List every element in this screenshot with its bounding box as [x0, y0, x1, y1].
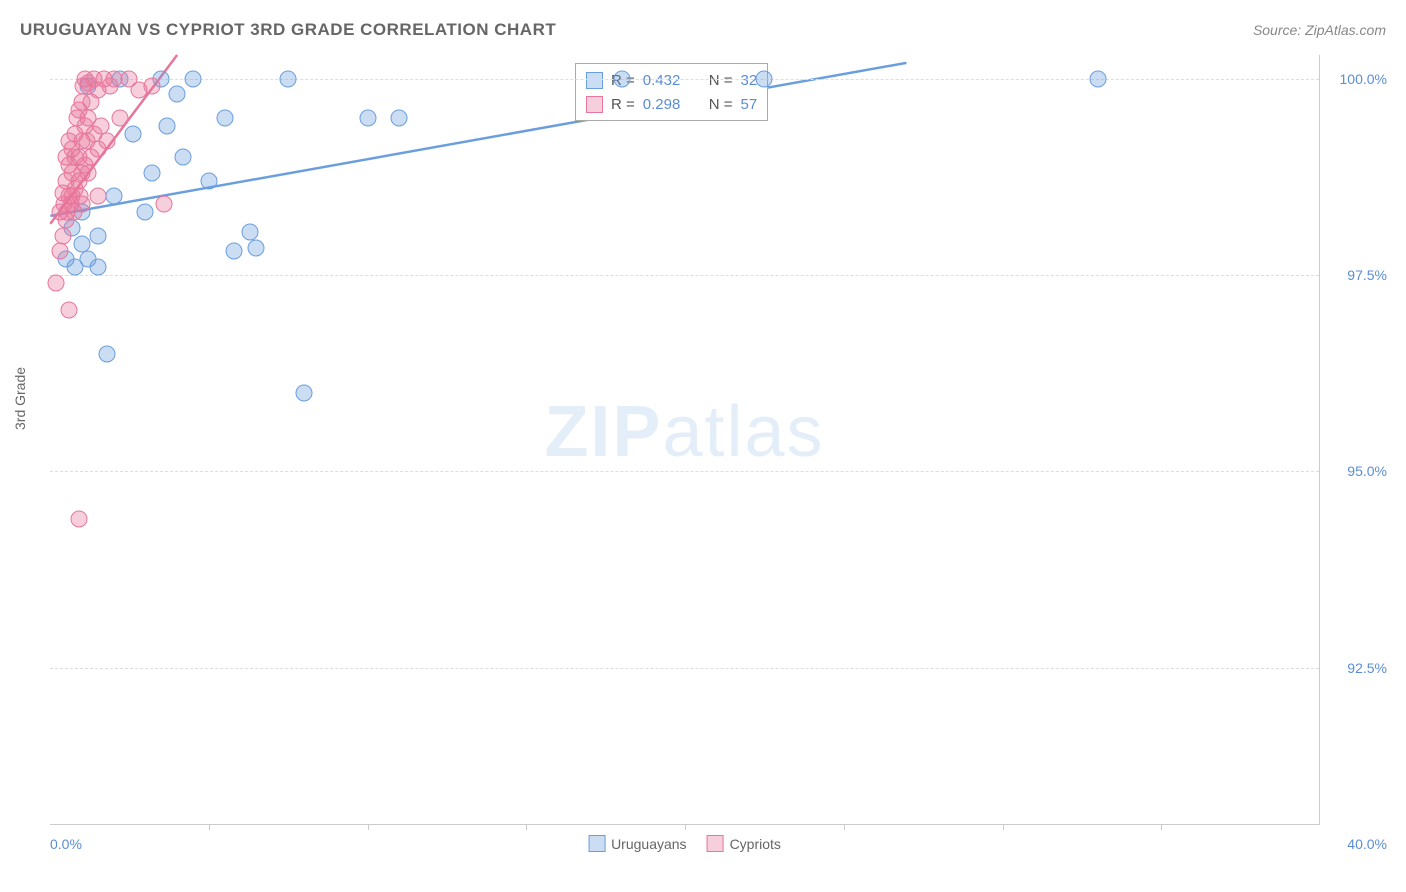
stat-r-value: 0.432	[643, 72, 693, 89]
stat-n-value: 32	[741, 72, 758, 89]
chart-title: URUGUAYAN VS CYPRIOT 3RD GRADE CORRELATI…	[20, 20, 556, 40]
scatter-point	[61, 302, 78, 319]
legend-stats-row-uruguayans: R = 0.432 N = 32	[586, 68, 757, 92]
swatch-pink-icon	[586, 96, 603, 113]
scatter-point	[73, 235, 90, 252]
scatter-point	[391, 109, 408, 126]
scatter-point	[216, 109, 233, 126]
gridline-h	[50, 79, 1319, 80]
x-legend-item-cypriots: Cypriots	[707, 835, 781, 852]
gridline-h	[50, 668, 1319, 669]
y-tick-label: 95.0%	[1347, 463, 1387, 479]
source-label: Source:	[1253, 22, 1305, 38]
scatter-point	[200, 172, 217, 189]
swatch-blue-icon	[586, 72, 603, 89]
watermark-light: atlas	[662, 391, 824, 471]
scatter-point	[89, 259, 106, 276]
scatter-point	[137, 204, 154, 221]
watermark-bold: ZIP	[544, 391, 662, 471]
x-tick	[368, 824, 369, 830]
scatter-point	[248, 239, 265, 256]
scatter-point	[359, 109, 376, 126]
stat-n-label: N =	[709, 96, 733, 113]
scatter-point	[89, 227, 106, 244]
x-axis-min-label: 0.0%	[50, 836, 82, 852]
scatter-point	[226, 243, 243, 260]
scatter-point	[296, 384, 313, 401]
scatter-point	[124, 125, 141, 142]
x-legend-item-uruguayans: Uruguayans	[588, 835, 687, 852]
swatch-blue-icon	[588, 835, 605, 852]
x-axis-legend: Uruguayans Cypriots	[588, 835, 781, 852]
plot-area: ZIPatlas R = 0.432 N = 32 R = 0.298 N = …	[50, 55, 1320, 825]
y-tick-label: 100.0%	[1340, 71, 1387, 87]
scatter-point	[242, 223, 259, 240]
scatter-point	[159, 117, 176, 134]
legend-stats-row-cypriots: R = 0.298 N = 57	[586, 92, 757, 116]
x-tick	[1003, 824, 1004, 830]
y-tick-label: 92.5%	[1347, 660, 1387, 676]
x-legend-label: Cypriots	[730, 836, 781, 852]
y-tick-label: 97.5%	[1347, 267, 1387, 283]
scatter-point	[92, 117, 109, 134]
scatter-point	[48, 274, 65, 291]
scatter-point	[143, 164, 160, 181]
stat-n-label: N =	[709, 72, 733, 89]
trend-lines-svg	[50, 55, 1319, 824]
scatter-point	[184, 70, 201, 87]
scatter-point	[105, 70, 122, 87]
scatter-point	[169, 86, 186, 103]
scatter-point	[143, 78, 160, 95]
stat-n-value: 57	[741, 96, 758, 113]
scatter-point	[105, 188, 122, 205]
x-axis-max-label: 40.0%	[1347, 836, 1387, 852]
scatter-point	[175, 149, 192, 166]
scatter-point	[280, 70, 297, 87]
gridline-h	[50, 471, 1319, 472]
scatter-point	[1089, 70, 1106, 87]
scatter-point	[89, 188, 106, 205]
x-tick	[526, 824, 527, 830]
scatter-point	[99, 133, 116, 150]
scatter-point	[70, 510, 87, 527]
scatter-point	[73, 196, 90, 213]
scatter-point	[111, 109, 128, 126]
scatter-point	[613, 70, 630, 87]
stat-r-value: 0.298	[643, 96, 693, 113]
x-tick	[844, 824, 845, 830]
x-tick	[685, 824, 686, 830]
source-name: ZipAtlas.com	[1305, 22, 1386, 38]
watermark: ZIPatlas	[544, 390, 824, 472]
scatter-point	[51, 243, 68, 260]
y-axis-label: 3rd Grade	[12, 367, 28, 430]
legend-stats-box: R = 0.432 N = 32 R = 0.298 N = 57	[575, 63, 768, 121]
scatter-point	[54, 227, 71, 244]
gridline-h	[50, 275, 1319, 276]
stat-r-label: R =	[611, 96, 635, 113]
source-attribution: Source: ZipAtlas.com	[1253, 22, 1386, 38]
scatter-point	[80, 164, 97, 181]
chart-container: URUGUAYAN VS CYPRIOT 3RD GRADE CORRELATI…	[0, 0, 1406, 892]
x-tick	[1161, 824, 1162, 830]
scatter-point	[99, 345, 116, 362]
x-tick	[209, 824, 210, 830]
scatter-point	[756, 70, 773, 87]
x-legend-label: Uruguayans	[611, 836, 687, 852]
scatter-point	[156, 196, 173, 213]
swatch-pink-icon	[707, 835, 724, 852]
